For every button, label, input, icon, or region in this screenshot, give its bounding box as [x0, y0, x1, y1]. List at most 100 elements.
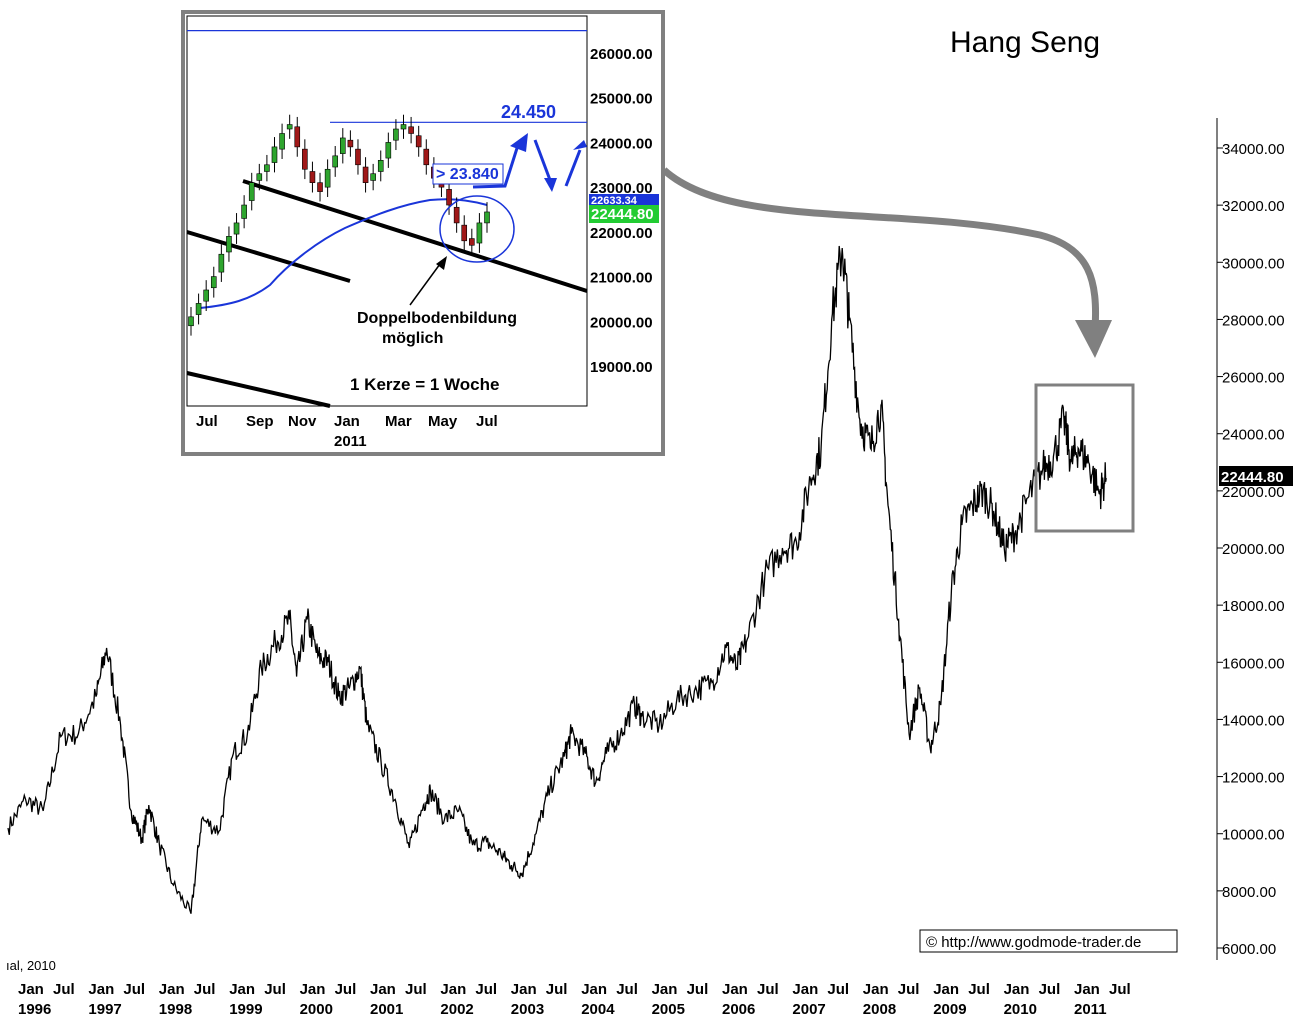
- candle-body: [423, 148, 430, 166]
- candle-body: [469, 238, 475, 246]
- trigger-label: > 23.840: [436, 166, 499, 183]
- main-x-half-label: Jul: [405, 981, 427, 998]
- main-x-year-label: 2008: [863, 1001, 896, 1016]
- main-x-year-label: 2002: [440, 1001, 473, 1016]
- main-y-tick-label: 28000.00: [1222, 312, 1285, 329]
- candle-body: [294, 126, 301, 148]
- main-x-half-label: Jan: [581, 981, 607, 998]
- candle-body: [279, 133, 285, 150]
- main-x-half-label: Jan: [440, 981, 466, 998]
- main-x-year-label: 1996: [18, 1001, 51, 1016]
- candle-body: [453, 206, 460, 224]
- main-chart: 34000.00 32000.00 30000.00 28000.00 26000.00…: [7, 118, 1293, 1016]
- candle-body: [188, 316, 194, 327]
- candle-body: [195, 303, 202, 315]
- connector-arrow: [661, 167, 1100, 331]
- candlesticks: [188, 114, 490, 336]
- candle-body: [415, 135, 422, 148]
- resistance-label: 24.450: [501, 102, 556, 122]
- candle-body: [302, 148, 308, 170]
- candle-body: [484, 211, 490, 224]
- chart-title: Hang Seng: [950, 26, 1100, 59]
- inset-x-month-label: Jul: [196, 413, 218, 430]
- main-x-year-label: 2001: [370, 1001, 403, 1016]
- main-x-half-label: Jan: [511, 981, 537, 998]
- main-x-half-label: Jan: [300, 981, 326, 998]
- main-y-axis-ticks: 34000.00 32000.00 30000.00 28000.00 26000.00…: [1217, 141, 1285, 958]
- main-y-tick-label: 16000.00: [1222, 655, 1285, 672]
- pullback-arrow: [533, 139, 552, 181]
- main-y-tick-label: 30000.00: [1222, 255, 1285, 272]
- main-x-year-label: 2010: [1004, 1001, 1037, 1016]
- candle-body: [264, 164, 270, 172]
- inset-x-year-label: 2011: [334, 433, 367, 450]
- inset-last-price-tag: [589, 205, 659, 223]
- inset-y-tick-label: 23000.00: [590, 180, 653, 197]
- main-y-tick-label: 12000.00: [1222, 770, 1285, 787]
- candle-body: [461, 224, 468, 242]
- candle-body: [385, 142, 392, 159]
- main-y-tick-label: 34000.00: [1222, 141, 1285, 158]
- candle-body: [446, 189, 452, 206]
- candle-body: [317, 182, 323, 192]
- inset-last-price-label: 22444.80: [591, 206, 654, 223]
- connector-arrow-head: [1075, 320, 1112, 358]
- pullback-arrow-head: [544, 178, 557, 192]
- main-y-tick-label: 10000.00: [1222, 827, 1285, 844]
- main-x-half-label: Jul: [53, 981, 75, 998]
- main-x-half-label: Jul: [687, 981, 709, 998]
- annotation-line-1: Doppelbodenbildung: [357, 310, 517, 327]
- focus-box: [1034, 383, 1135, 533]
- main-x-half-label: Jan: [370, 981, 396, 998]
- main-x-year-label: 2006: [722, 1001, 755, 1016]
- inset-x-month-label: Jul: [476, 413, 498, 430]
- main-price-line: [7, 245, 1107, 914]
- main-x-year-label: 1999: [229, 1001, 262, 1016]
- main-x-half-label: Jan: [88, 981, 114, 998]
- main-x-half-label: Jul: [264, 981, 286, 998]
- inset-y-tick-label: 25000.00: [590, 91, 653, 108]
- candle-body: [377, 160, 384, 172]
- rally-arrow: [564, 149, 582, 187]
- candle-body: [362, 166, 369, 183]
- double-bottom-circle: [439, 195, 515, 263]
- main-x-half-label: Jul: [898, 981, 920, 998]
- candle-body: [476, 222, 483, 244]
- main-y-tick-label: 18000.00: [1222, 598, 1285, 615]
- main-x-half-label: Jan: [652, 981, 678, 998]
- inset-ma-tag-label: 22633.34: [591, 195, 638, 207]
- candle-body: [271, 146, 278, 163]
- main-x-half-label: Jan: [933, 981, 959, 998]
- main-x-half-label: Jan: [1004, 981, 1030, 998]
- main-x-half-label: Jan: [18, 981, 44, 998]
- main-x-half-label: Jul: [1039, 981, 1061, 998]
- candle-body: [203, 289, 209, 302]
- main-x-half-label: Jan: [1074, 981, 1100, 998]
- main-x-year-label: 2011: [1074, 1001, 1107, 1016]
- copyright-box: [919, 929, 1178, 953]
- main-x-half-label: Jan: [159, 981, 185, 998]
- candle-body: [400, 124, 407, 130]
- inset-y-axis-ticks: 26000.00 25000.00 24000.00 23000.00 22000.00…: [590, 46, 653, 376]
- inset-x-month-label: May: [428, 413, 458, 430]
- candle-body: [226, 236, 232, 253]
- main-last-price-label: 22444.80: [1221, 469, 1284, 486]
- main-x-half-label: Jan: [229, 981, 255, 998]
- inset-y-tick-label: 20000.00: [590, 314, 653, 331]
- candle-body: [408, 126, 414, 134]
- candle-body: [248, 182, 255, 201]
- candle-body: [241, 204, 247, 219]
- annotation-pointer: [409, 263, 441, 306]
- inset-x-axis-ticks: Jul Sep Nov Jan Mar May Jul: [196, 413, 498, 430]
- annotation-line-2: möglich: [382, 330, 443, 347]
- inset-x-month-label: Sep: [246, 413, 274, 430]
- main-x-half-label: Jul: [616, 981, 638, 998]
- channel-mid-line: [186, 230, 351, 283]
- trigger-label-box: [432, 163, 504, 185]
- main-x-year-label: 1998: [159, 1001, 192, 1016]
- breakout-arrow: [472, 144, 520, 189]
- main-y-tick-label: 6000.00: [1222, 941, 1276, 958]
- main-x-year-label: 2003: [511, 1001, 544, 1016]
